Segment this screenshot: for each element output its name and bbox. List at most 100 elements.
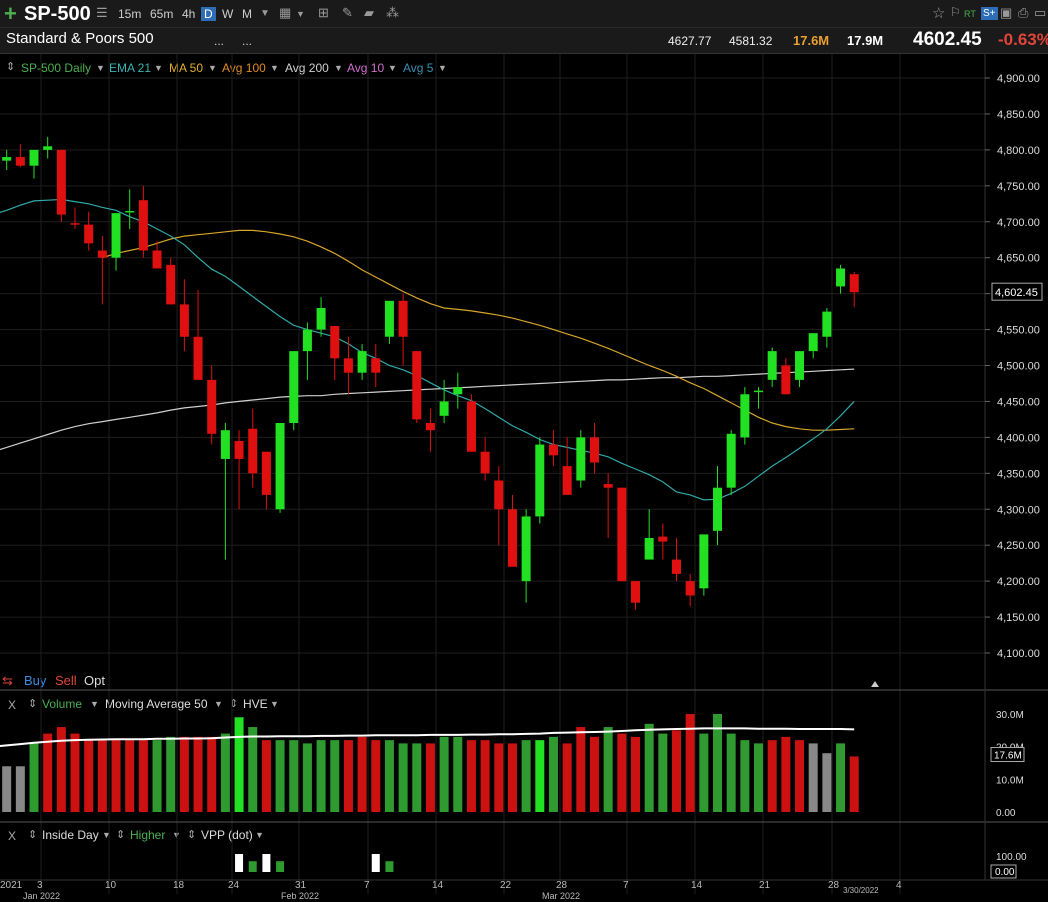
plus-icon[interactable]: + — [4, 1, 17, 26]
legend-volume[interactable]: Volume — [42, 697, 83, 711]
chevron-down-icon[interactable]: ▼ — [96, 63, 105, 73]
chevron-down-icon[interactable]: ▼ — [438, 63, 447, 73]
candle-body — [43, 146, 53, 150]
volume-bar — [111, 740, 121, 812]
chevron-down-icon[interactable]: ▼ — [172, 830, 181, 840]
legend-inside-day[interactable]: Inside Day — [42, 828, 99, 842]
legend-avg100[interactable]: Avg 100 — [222, 61, 266, 75]
x-tick-label: Mar 2022 — [542, 891, 580, 901]
volume-bar — [425, 743, 435, 812]
chevron-down-icon[interactable]: ▼ — [270, 63, 279, 73]
indicator-marker — [276, 861, 285, 872]
timeframe-d[interactable]: D — [201, 7, 216, 21]
move-handle-icon[interactable]: ⇕ — [28, 829, 38, 841]
candle-body — [562, 466, 572, 495]
timeframe-4h[interactable]: 4h — [182, 7, 196, 21]
x-tick-label: 14 — [691, 880, 703, 891]
candle-body — [220, 430, 230, 459]
y-tick-label: 4,800.00 — [997, 145, 1040, 157]
legend-ma50[interactable]: MA 50 — [169, 61, 204, 75]
legend-avg10[interactable]: Avg 10 — [347, 61, 385, 75]
legend-sp500-daily[interactable]: SP-500 Daily — [21, 61, 92, 75]
chevron-down-icon[interactable]: ▼ — [102, 830, 111, 840]
sell-button[interactable]: Sell — [55, 673, 77, 688]
legend-avg5[interactable]: Avg 5 — [403, 61, 434, 75]
notes-icon[interactable]: ▰ — [364, 5, 374, 20]
lower-panel-close[interactable]: X — [8, 829, 17, 843]
chevron-down-icon[interactable]: ▼ — [255, 830, 264, 840]
legend-avg200[interactable]: Avg 200 — [285, 61, 329, 75]
volume-bar — [617, 733, 627, 812]
volume-bar — [562, 743, 572, 812]
candle-body — [179, 304, 189, 337]
legend-hve[interactable]: HVE — [243, 697, 268, 711]
chevron-down-icon[interactable]: ▼ — [388, 63, 397, 73]
share-icon[interactable]: ⁂ — [386, 5, 399, 20]
candle-body — [166, 264, 176, 305]
volume-ma50-line — [0, 727, 855, 748]
indicator-add-icon[interactable]: ⊞ — [318, 5, 329, 20]
chevron-down-icon[interactable]: ▼ — [270, 699, 279, 709]
move-handle-icon[interactable]: ⇕ — [116, 829, 126, 841]
volume-bar — [330, 740, 340, 812]
volume-bar — [138, 740, 148, 812]
chevron-down-icon[interactable]: ▼ — [296, 9, 305, 19]
more-dots-1[interactable]: ... — [214, 34, 225, 48]
rt-label[interactable]: RT — [964, 9, 976, 19]
volume-bar — [56, 727, 66, 812]
candle-body — [494, 480, 504, 510]
draw-pencil-icon[interactable]: ✎ — [342, 5, 353, 20]
volume-bar — [466, 740, 476, 812]
timeframe-w[interactable]: W — [222, 7, 234, 21]
indicator-marker — [248, 861, 257, 872]
timeframe-65m[interactable]: 65m — [150, 7, 174, 21]
top-toolbar: + SP-500 ☰ 15m 65m 4h D W M ▼ ▦ ▼ ⊞ ✎ ▰ … — [0, 0, 1048, 28]
star-icon[interactable]: ☆ — [932, 5, 946, 22]
ma50-line — [102, 229, 855, 431]
chevron-down-icon[interactable]: ▼ — [214, 699, 223, 709]
save-icon[interactable]: ▣ — [1000, 5, 1013, 20]
legend-ema21[interactable]: EMA 21 — [109, 61, 152, 75]
more-dots-2[interactable]: ... — [242, 34, 253, 48]
lower-last-box — [990, 864, 1017, 879]
volume-bar — [713, 714, 723, 812]
opt-button[interactable]: Opt — [84, 673, 105, 688]
symbol-title[interactable]: SP-500 — [24, 3, 91, 25]
chart-type-icon[interactable]: ▦ — [279, 5, 292, 20]
chevron-down-icon[interactable]: ▼ — [260, 8, 270, 19]
move-handle-icon[interactable]: ⇕ — [229, 698, 239, 710]
legend-volume-ma50[interactable]: Moving Average 50 — [105, 697, 208, 711]
volume-tick-label: 10.0M — [996, 775, 1024, 786]
print-icon[interactable]: ⎙ — [1018, 5, 1029, 20]
volume-bar — [261, 740, 271, 812]
buy-sell-icon[interactable]: ⇆ — [2, 673, 13, 688]
move-handle-icon[interactable]: ⇕ — [28, 698, 38, 710]
timeframe-m[interactable]: M — [242, 7, 252, 21]
timeframe-15m[interactable]: 15m — [118, 7, 142, 21]
y-axis-labels: 4,900.00 4,850.00 4,800.00 4,750.00 4,700.00… — [985, 73, 1040, 660]
alert-icon[interactable]: ⚐ — [950, 5, 961, 19]
gridlines — [0, 54, 985, 894]
quote-bar: Standard & Poors 500 ... ... 4627.77 458… — [0, 28, 1048, 54]
chevron-down-icon[interactable]: ▼ — [334, 63, 343, 73]
candle-body — [781, 365, 791, 395]
s-plus-badge[interactable]: S+ — [981, 7, 998, 20]
legend-vpp-dot[interactable]: VPP (dot) — [201, 828, 253, 842]
legend-higher[interactable]: Higher — [130, 828, 166, 842]
y-tick-label: 4,300.00 — [997, 504, 1040, 516]
candle-body — [672, 559, 681, 574]
maximize-icon[interactable]: ▭ — [1034, 5, 1047, 20]
candle-body — [480, 451, 490, 474]
move-handle-icon[interactable]: ⇕ — [187, 829, 197, 841]
chevron-down-icon[interactable]: ▼ — [90, 699, 99, 709]
chart-area[interactable]: 4,900.00 4,850.00 4,800.00 4,750.00 4,700.00… — [0, 54, 1048, 902]
volume-bar — [207, 736, 217, 812]
candle-body — [152, 250, 162, 269]
volume-panel-close[interactable]: X — [8, 698, 17, 712]
chevron-down-icon[interactable]: ▼ — [208, 63, 217, 73]
move-handle-icon[interactable]: ⇕ — [6, 61, 16, 73]
chevron-down-icon[interactable]: ▼ — [154, 63, 163, 73]
volume-bar — [754, 743, 764, 812]
candle-body — [384, 300, 394, 337]
list-icon[interactable]: ☰ — [96, 5, 108, 20]
